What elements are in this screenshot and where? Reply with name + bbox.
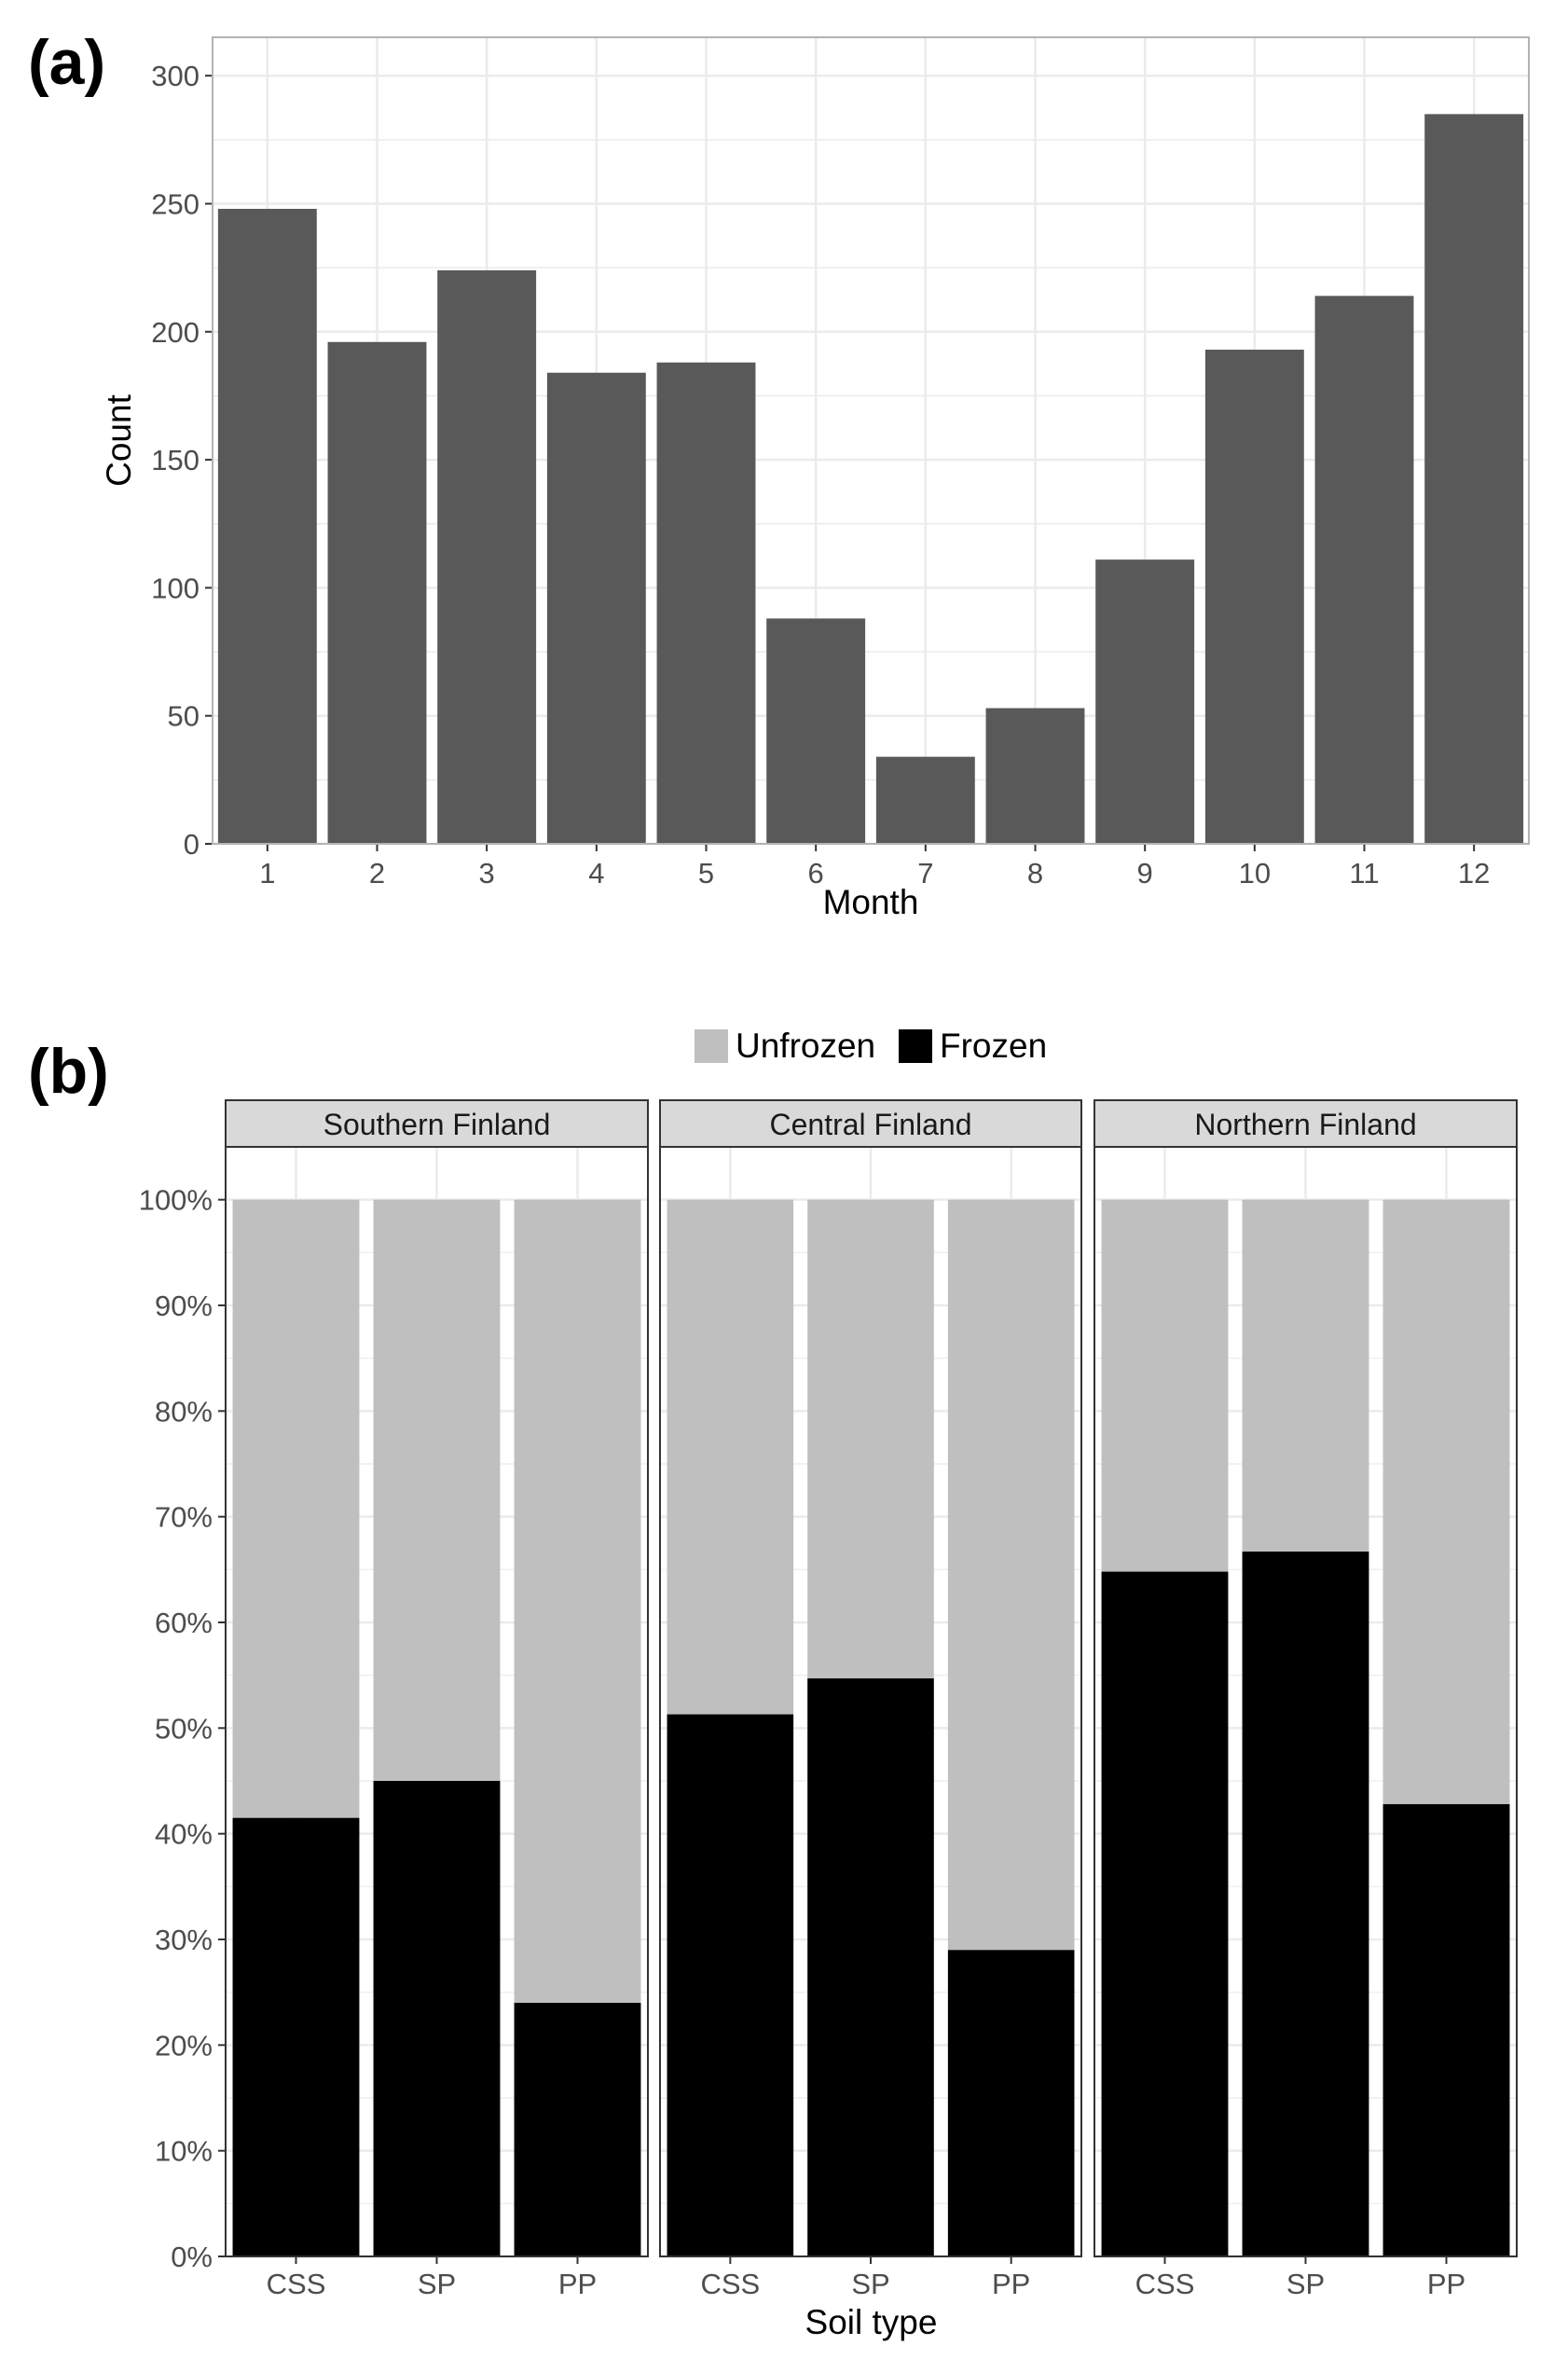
facet-panel: CSS SP PP Southern Finland: [225, 1099, 649, 2300]
panel-b-label: (b): [28, 1036, 109, 1107]
x-tick-label: CSS: [700, 2268, 760, 2300]
bar: [1424, 114, 1524, 844]
x-tick-label: PP: [1427, 2268, 1465, 2300]
bar: [1204, 350, 1304, 844]
y-tick-label: 150: [151, 444, 199, 476]
y-tick-label: 250: [151, 187, 199, 220]
soil-frost-chart: Unfrozen Frozen 0% 10% 20% 30% 40% 50% 60% 70% 80%…: [139, 1027, 1518, 2341]
plot-border: [212, 36, 1530, 845]
y-tick-label: 40%: [155, 1818, 213, 1851]
y-tick-label: 100%: [139, 1184, 213, 1217]
y-tick-label: 100: [151, 572, 199, 604]
facet-strip-label: Central Finland: [770, 1108, 972, 1141]
legend-label-unfrozen: Unfrozen: [736, 1027, 875, 1065]
bar: [437, 269, 537, 844]
x-tick-label: PP: [558, 2268, 597, 2300]
x-tick-label: 12: [1458, 857, 1490, 890]
bar: [546, 372, 646, 844]
x-tick-label: SP: [418, 2268, 456, 2300]
bar-unfrozen: [232, 1199, 360, 1818]
bar-frozen: [947, 1950, 1075, 2256]
facet-strip: [225, 1099, 649, 1148]
bar-unfrozen: [807, 1199, 934, 1679]
facet-strip: [659, 1099, 1082, 1148]
x-tick-label: 10: [1239, 857, 1271, 890]
x-tick-label: 9: [1137, 857, 1153, 890]
bar-frozen: [807, 1678, 934, 2256]
y-tick-label: 10%: [155, 2135, 213, 2168]
bar: [875, 756, 975, 844]
facet-strip-label: Southern Finland: [323, 1108, 551, 1141]
bar-unfrozen: [373, 1199, 501, 1781]
x-tick-label: CSS: [267, 2268, 326, 2300]
x-tick-label: 2: [369, 857, 385, 890]
facet-strip-label: Northern Finland: [1194, 1108, 1416, 1141]
y-tick-label: 300: [151, 60, 199, 92]
y-tick-label: 30%: [155, 1924, 213, 1956]
bar: [985, 708, 1085, 844]
y-tick-label: 50%: [155, 1712, 213, 1745]
facet-panel: CSS SP PP Northern Finland: [1093, 1099, 1518, 2300]
legend-label-frozen: Frozen: [940, 1027, 1047, 1065]
x-tick-label: SP: [851, 2268, 889, 2300]
y-tick-label: 70%: [155, 1501, 213, 1534]
y-tick-label: 200: [151, 316, 199, 349]
x-tick-label: 4: [588, 857, 604, 890]
x-tick-label: SP: [1286, 2268, 1325, 2300]
bar-unfrozen: [1382, 1199, 1510, 1804]
plot-panel: [213, 37, 1529, 844]
x-axis-title: Soil type: [805, 2303, 938, 2341]
legend: Unfrozen Frozen: [695, 1027, 1047, 1065]
bar-frozen: [373, 1781, 501, 2256]
y-tick-label: 90%: [155, 1290, 213, 1322]
bar-frozen: [514, 2003, 641, 2256]
bar: [1314, 296, 1414, 844]
facet-panel: CSS SP PP Central Finland: [659, 1099, 1082, 2300]
bar-unfrozen: [947, 1199, 1075, 1951]
bar-frozen: [667, 1714, 794, 2256]
x-tick-label: CSS: [1135, 2268, 1195, 2300]
x-tick-label: 3: [479, 857, 495, 890]
y-tick-label: 80%: [155, 1395, 213, 1428]
x-tick-label: 11: [1349, 857, 1379, 890]
bar: [656, 362, 756, 844]
x-tick-label: 5: [698, 857, 714, 890]
bar: [327, 341, 427, 844]
bar: [766, 618, 866, 844]
x-tick-label: 6: [808, 857, 824, 890]
x-axis-title: Month: [823, 883, 919, 921]
facet-strip: [1093, 1099, 1518, 1148]
y-tick-label: 60%: [155, 1607, 213, 1639]
bar-frozen: [1382, 1803, 1510, 2256]
legend-swatch-unfrozen: [695, 1029, 728, 1063]
x-tick-label: 7: [917, 857, 933, 890]
y-tick-label: 0: [184, 828, 199, 861]
bar-unfrozen: [1242, 1199, 1369, 1552]
y-tick-label: 20%: [155, 2029, 213, 2062]
x-tick-label: PP: [992, 2268, 1030, 2300]
y-tick-label: 50: [168, 700, 199, 733]
bar-frozen: [1242, 1552, 1369, 2256]
bar-unfrozen: [667, 1199, 794, 1715]
bar-frozen: [1101, 1571, 1229, 2256]
bar-unfrozen: [1101, 1199, 1229, 1572]
bar: [1095, 559, 1195, 844]
legend-swatch-frozen: [899, 1029, 932, 1063]
x-tick-label: 8: [1027, 857, 1043, 890]
x-tick-label: 1: [259, 857, 275, 890]
bar-unfrozen: [514, 1199, 641, 2003]
y-axis-title: Count: [100, 393, 138, 486]
bar-frozen: [232, 1817, 360, 2256]
panel-a-label: (a): [28, 27, 106, 98]
y-tick-label: 0%: [171, 2241, 213, 2273]
bar: [217, 208, 317, 844]
